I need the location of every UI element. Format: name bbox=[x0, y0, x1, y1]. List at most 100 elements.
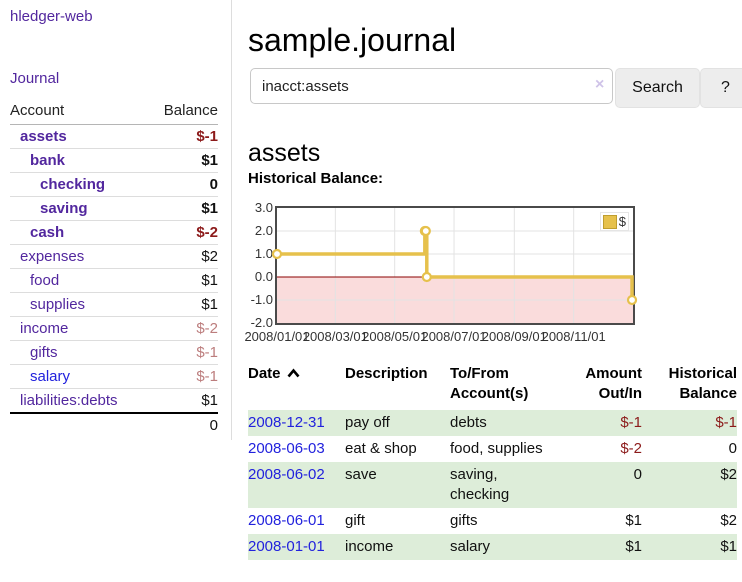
x-tick-label: 2008/07/01 bbox=[421, 329, 487, 344]
balance-value: $1 bbox=[148, 292, 218, 317]
account-row: gifts $-1 bbox=[10, 340, 218, 365]
description-cell: gift bbox=[345, 512, 366, 529]
x-tick-label: 2008/09/01 bbox=[481, 329, 547, 344]
help-button[interactable]: ? bbox=[700, 68, 742, 108]
balance-value: $1 bbox=[148, 268, 218, 293]
x-tick-label: 2008/05/01 bbox=[362, 329, 428, 344]
balance-value: $1 bbox=[148, 148, 218, 173]
accounts-cell: salary bbox=[450, 538, 491, 555]
transaction-row: 2008-01-01 income salary $1 $1 bbox=[248, 534, 737, 560]
chart-plot-area: $ bbox=[271, 206, 638, 325]
date-link[interactable]: 2008-01-01 bbox=[248, 538, 325, 555]
column-header-balance: Historical Balance bbox=[668, 365, 737, 402]
balance-value: $-2 bbox=[148, 316, 218, 341]
y-tick-label: -2.0 bbox=[250, 315, 273, 330]
account-link[interactable]: saving bbox=[40, 200, 88, 217]
app-title-link[interactable]: hledger-web bbox=[10, 8, 93, 25]
page-title: sample.journal bbox=[248, 22, 457, 59]
search-button[interactable]: Search bbox=[615, 68, 700, 108]
account-row: assets $-1 bbox=[10, 124, 218, 149]
balance-cell: 0 bbox=[728, 440, 737, 457]
accounts-header-balance: Balance bbox=[148, 100, 218, 125]
account-link[interactable]: supplies bbox=[30, 296, 86, 313]
accounts-total-value: 0 bbox=[148, 412, 218, 437]
account-row: salary $-1 bbox=[10, 364, 218, 389]
chart-canvas bbox=[271, 208, 638, 323]
account-row: expenses $2 bbox=[10, 244, 218, 269]
amount-cell: $1 bbox=[625, 512, 642, 529]
date-link[interactable]: 2008-12-31 bbox=[248, 414, 325, 431]
balance-cell: $-1 bbox=[715, 414, 737, 431]
balance-value: $-1 bbox=[148, 364, 218, 389]
account-link[interactable]: gifts bbox=[30, 344, 58, 361]
account-link[interactable]: expenses bbox=[20, 248, 85, 265]
account-link[interactable]: bank bbox=[30, 152, 66, 169]
account-row: food $1 bbox=[10, 268, 218, 293]
balance-value: $-1 bbox=[148, 124, 218, 149]
historical-balance-chart: 3.0 2.0 1.0 0.0 -1.0 -2.0 $ 2008/01/01 2008/03… bbox=[244, 200, 742, 355]
accounts-total-row: 0 bbox=[10, 412, 218, 437]
journal-link[interactable]: Journal bbox=[10, 70, 60, 87]
column-header-date[interactable]: Date bbox=[248, 362, 345, 410]
legend-label: $ bbox=[618, 214, 626, 229]
account-link[interactable]: liabilities:debts bbox=[20, 392, 118, 409]
account-row: saving $1 bbox=[10, 196, 218, 221]
transaction-row: 2008-06-01 gift gifts $1 $2 bbox=[248, 508, 737, 534]
accounts-cell: food, supplies bbox=[450, 440, 543, 457]
clear-search-icon[interactable]: × bbox=[595, 76, 605, 93]
amount-cell: $-2 bbox=[620, 440, 642, 457]
transaction-row: 2008-06-03 eat & shop food, supplies $-2… bbox=[248, 436, 737, 462]
balance-value: 0 bbox=[148, 172, 218, 197]
x-tick-label: 2008/03/01 bbox=[302, 329, 368, 344]
account-link[interactable]: income bbox=[20, 320, 69, 337]
account-row: income $-2 bbox=[10, 316, 218, 341]
y-tick-label: 0.0 bbox=[254, 269, 273, 284]
sidebar: hledger-web Journal Account Balance asse… bbox=[0, 0, 231, 440]
account-link[interactable]: checking bbox=[40, 176, 106, 193]
transaction-row: 2008-06-02 save saving, checking 0 $2 bbox=[248, 462, 737, 508]
chart-legend: $ bbox=[599, 212, 629, 231]
column-header-amount: Amount Out/In bbox=[585, 365, 642, 402]
transaction-row: 2008-12-31 pay off debts $-1 $-1 bbox=[248, 410, 737, 436]
balance-value: $-2 bbox=[148, 220, 218, 245]
y-tick-label: 3.0 bbox=[254, 200, 273, 215]
register-table: Date Description To/From Account(s) Amou… bbox=[248, 362, 737, 560]
account-link[interactable]: assets bbox=[20, 128, 67, 145]
legend-swatch bbox=[602, 214, 617, 229]
y-tick-label: 1.0 bbox=[254, 246, 273, 261]
y-tick-label: 2.0 bbox=[254, 223, 273, 238]
sidebar-divider bbox=[231, 0, 232, 440]
account-heading: assets bbox=[248, 138, 321, 167]
account-row: bank $1 bbox=[10, 148, 218, 173]
x-tick-label: 2008/11/01 bbox=[541, 329, 606, 344]
accounts-header-account: Account bbox=[10, 100, 149, 125]
column-header-description: Description bbox=[345, 365, 428, 382]
column-header-tofrom: To/From Account(s) bbox=[450, 365, 529, 402]
chart-title: Historical Balance: bbox=[248, 170, 384, 187]
account-link[interactable]: cash bbox=[30, 224, 65, 241]
description-cell: pay off bbox=[345, 414, 390, 431]
account-row: cash $-2 bbox=[10, 220, 218, 245]
account-link[interactable]: food bbox=[30, 272, 60, 289]
description-cell: eat & shop bbox=[345, 440, 417, 457]
amount-cell: 0 bbox=[633, 466, 642, 483]
date-header-label: Date bbox=[248, 365, 281, 382]
search-input[interactable] bbox=[250, 68, 613, 104]
date-link[interactable]: 2008-06-02 bbox=[248, 466, 325, 483]
accounts-cell: debts bbox=[450, 414, 487, 431]
description-cell: save bbox=[345, 466, 377, 483]
balance-cell: $1 bbox=[720, 538, 737, 555]
amount-cell: $1 bbox=[625, 538, 642, 555]
register-header-row: Date Description To/From Account(s) Amou… bbox=[248, 362, 737, 410]
date-link[interactable]: 2008-06-03 bbox=[248, 440, 325, 457]
accounts-table: Account Balance assets $-1 bank $1 check… bbox=[10, 100, 218, 437]
account-row: checking 0 bbox=[10, 172, 218, 197]
account-link[interactable]: salary bbox=[30, 368, 71, 385]
accounts-header-row: Account Balance bbox=[10, 100, 218, 125]
x-tick-label: 2008/01/01 bbox=[244, 329, 310, 344]
date-link[interactable]: 2008-06-01 bbox=[248, 512, 325, 529]
balance-value: $1 bbox=[148, 388, 218, 414]
accounts-cell: gifts bbox=[450, 512, 478, 529]
description-cell: income bbox=[345, 538, 394, 555]
balance-value: $1 bbox=[148, 196, 218, 221]
